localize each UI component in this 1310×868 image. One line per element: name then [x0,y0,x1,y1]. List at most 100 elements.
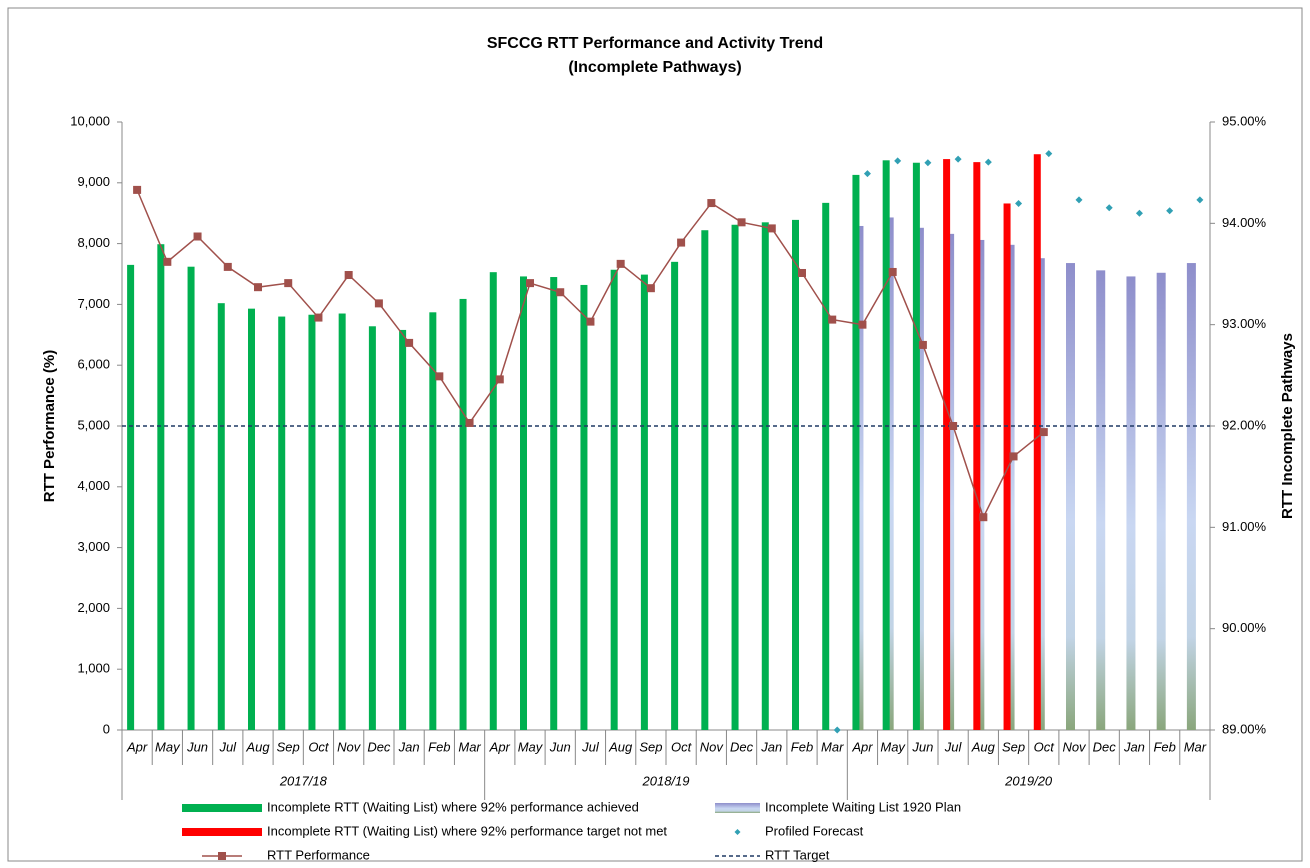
bar [912,162,920,731]
bar [338,313,346,730]
performance-marker [314,313,323,322]
y-tick-label: 9,000 [77,174,110,189]
performance-marker [405,338,414,347]
x-tick-label: Apr [126,739,148,754]
x-tick-label: Jul [581,739,600,754]
x-tick-label: Sep [1002,739,1025,754]
performance-marker [798,268,806,277]
performance-line [136,189,1045,520]
x-tick-label: Dec [1093,739,1117,754]
forecast-point [1045,150,1053,158]
legend-label: RTT Target [765,847,830,862]
plan-bar [1126,276,1136,730]
bar [278,316,286,730]
y2-tick-label: 95.00% [1222,113,1267,128]
x-tick-label: Dec [367,739,391,754]
bar [489,272,497,730]
x-tick-label: Apr [851,739,873,754]
bar [671,261,679,730]
x-tick-label: Jan [398,739,420,754]
forecast-point [894,157,902,165]
performance-marker [677,238,686,247]
legend-swatch [182,804,262,812]
x-tick-label: Jul [218,739,237,754]
x-tick-label: Aug [971,739,996,754]
bar [520,276,527,730]
bar [761,222,769,730]
group-label: 2017/18 [279,773,328,788]
bar [943,159,951,730]
bar [731,224,739,730]
legend-swatch [218,852,226,860]
performance-marker [767,224,776,233]
x-tick-label: Sep [277,739,300,754]
x-tick-label: Oct [1034,739,1056,754]
chart-border [7,7,1303,862]
bar [550,277,558,730]
y-tick-label: 0 [103,721,110,736]
legend-label: Incomplete RTT (Waiting List) where 92% … [267,799,639,814]
bar [792,219,799,730]
bar [157,244,165,730]
forecast-point [984,158,992,166]
x-tick-label: Nov [700,739,725,754]
bar [399,329,407,730]
plan-bar [1066,263,1075,730]
performance-marker [888,267,897,276]
performance-marker [949,422,958,430]
performance-marker [556,288,565,297]
y-axis-label: RTT Performance (%) [41,350,58,503]
x-tick-label: Feb [428,739,450,754]
y-tick-label: 2,000 [77,600,110,615]
legend-label: RTT Performance [267,847,370,862]
x-tick-label: Nov [1062,739,1087,754]
performance-marker [163,257,172,266]
bar [248,308,255,730]
x-tick-label: Jul [944,739,963,754]
performance-marker [828,315,837,324]
performance-marker [133,185,142,194]
performance-marker [1009,452,1018,461]
bar [459,298,467,730]
y-tick-label: 1,000 [77,661,110,676]
bar [822,202,830,730]
forecast-point [1135,209,1143,217]
performance-marker [707,199,716,208]
bar [127,264,135,730]
x-tick-label: Mar [458,739,481,754]
x-tick-label: Jun [549,739,571,754]
x-tick-label: Feb [1153,739,1175,754]
bar [368,326,376,730]
x-tick-label: Nov [337,739,362,754]
forecast-point [924,159,932,167]
y-tick-label: 10,000 [70,113,110,128]
y-tick-label: 5,000 [77,417,110,432]
performance-marker [374,299,383,308]
forecast-point [1166,207,1174,215]
x-tick-label: Jan [760,739,782,754]
forecast-point [1105,204,1113,212]
x-tick-label: Sep [639,739,662,754]
performance-marker [858,320,867,329]
bar [1033,154,1041,730]
y2-tick-label: 89.00% [1222,721,1267,736]
bar [852,174,860,730]
forecast-point [1015,199,1023,207]
chart-title: SFCCG RTT Performance and Activity Trend [487,35,823,52]
x-tick-label: May [880,739,906,754]
legend-label: Incomplete RTT (Waiting List) where 92% … [267,823,667,838]
y-tick-label: 6,000 [77,357,110,372]
performance-marker [918,340,927,349]
x-tick-label: Mar [821,739,844,754]
bar [187,266,195,730]
legend-swatch [182,828,262,836]
y-tick-label: 3,000 [77,539,110,554]
bar [1003,203,1011,731]
performance-marker [586,317,595,326]
y2-tick-label: 93.00% [1222,316,1267,331]
x-tick-label: May [518,739,544,754]
x-tick-label: Feb [791,739,813,754]
x-tick-label: Mar [1184,739,1207,754]
forecast-point [954,155,962,163]
y-tick-label: 8,000 [77,235,110,250]
